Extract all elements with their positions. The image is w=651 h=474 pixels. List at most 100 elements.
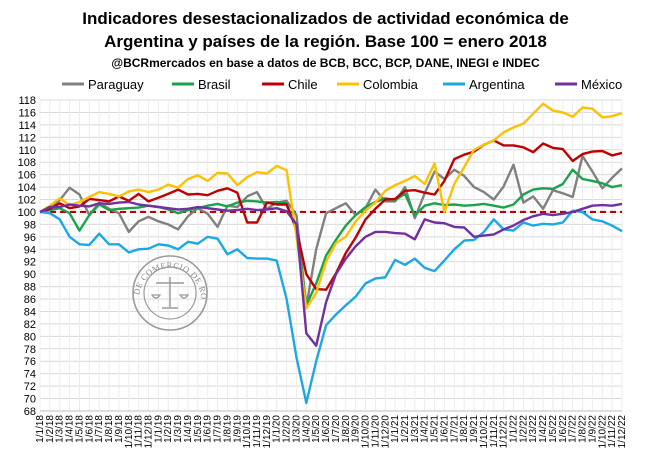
- y-tick-label: 110: [18, 145, 36, 157]
- x-tick-label: 1/4/19: [183, 415, 194, 443]
- x-tick-label: 1/6/22: [558, 415, 569, 443]
- x-tick-label: 1/8/21: [459, 415, 470, 443]
- x-tick-label: 1/10/19: [242, 415, 253, 449]
- y-tick-label: 118: [18, 95, 36, 107]
- y-tick-label: 98: [24, 219, 36, 231]
- x-tick-label: 1/3/22: [528, 415, 539, 443]
- y-tick-label: 76: [24, 356, 36, 368]
- legend-label: Colombia: [363, 77, 419, 92]
- x-tick-label: 1/5/19: [193, 415, 204, 443]
- y-tick-label: 74: [24, 369, 36, 381]
- x-tick-label: 1/8/22: [578, 415, 589, 443]
- x-tick-label: 1/9/20: [351, 415, 362, 443]
- x-tick-label: 1/5/22: [548, 415, 559, 443]
- x-tick-label: 1/4/22: [538, 415, 549, 443]
- y-tick-label: 86: [24, 294, 36, 306]
- y-tick-label: 100: [18, 207, 36, 219]
- y-tick-label: 84: [24, 306, 36, 318]
- legend-label: Paraguay: [88, 77, 144, 92]
- x-tick-label: 1/8/19: [222, 415, 233, 443]
- legend-label: Brasil: [198, 77, 231, 92]
- x-tick-label: 1/5/20: [311, 415, 322, 443]
- x-tick-label: 1/12/22: [617, 415, 628, 449]
- x-tick-label: 1/8/18: [104, 415, 115, 443]
- x-tick-label: 1/11/20: [370, 415, 381, 448]
- y-tick-label: 96: [24, 232, 36, 244]
- x-tick-label: 1/10/21: [479, 415, 490, 449]
- x-tick-label: 1/7/22: [568, 415, 579, 443]
- series-line-argentina: [39, 209, 623, 405]
- chart-title-line2: Argentina y países de la región. Base 10…: [104, 32, 547, 51]
- x-tick-label: 1/2/20: [282, 415, 293, 443]
- y-tick-label: 88: [24, 282, 36, 294]
- y-tick-label: 114: [18, 120, 36, 132]
- series-line-colombia: [39, 102, 623, 310]
- legend-label: Chile: [288, 77, 318, 92]
- legend-label: Argentina: [469, 77, 525, 92]
- x-tick-label: 1/6/20: [321, 415, 332, 443]
- x-tick-label: 1/10/22: [597, 415, 608, 449]
- x-tick-label: 1/6/21: [439, 415, 450, 443]
- x-tick-label: 1/1/21: [390, 415, 401, 443]
- y-tick-label: 102: [18, 195, 36, 207]
- x-tick-label: 1/7/21: [449, 415, 460, 443]
- x-tick-label: 1/7/20: [331, 415, 342, 443]
- x-tick-label: 1/11/21: [489, 415, 500, 448]
- x-tick-label: 1/3/19: [173, 415, 184, 443]
- y-tick-label: 112: [18, 132, 36, 144]
- x-tick-label: 1/4/21: [420, 415, 431, 443]
- series-line-brasil: [39, 168, 623, 307]
- y-tick-label: 104: [18, 182, 36, 194]
- y-tick-label: 82: [24, 319, 36, 331]
- x-tick-label: 1/1/20: [272, 415, 283, 443]
- x-tick-label: 1/12/20: [380, 415, 391, 449]
- watermark-emblem-pan-left: [150, 294, 162, 299]
- x-tick-label: 1/4/18: [65, 415, 76, 443]
- y-tick-label: 72: [24, 381, 36, 393]
- series-line-chile: [39, 139, 623, 291]
- x-tick-label: 1/11/19: [252, 415, 263, 448]
- x-tick-label: 1/9/21: [469, 415, 480, 443]
- x-tick-label: 1/5/21: [430, 415, 441, 443]
- x-tick-label: 1/10/20: [361, 415, 372, 449]
- y-tick-label: 70: [24, 394, 36, 406]
- x-tick-label: 1/1/19: [153, 415, 164, 443]
- x-tick-label: 1/1/22: [508, 415, 519, 443]
- x-tick-label: 1/2/22: [518, 415, 529, 443]
- x-tick-label: 1/11/18: [134, 415, 145, 448]
- series-line-méxico: [39, 200, 623, 347]
- x-tick-label: 1/7/19: [213, 415, 224, 443]
- x-tick-label: 1/3/18: [55, 415, 66, 443]
- y-tick-label: 94: [24, 244, 36, 256]
- legend-label: México: [581, 77, 622, 92]
- x-tick-label: 1/1/18: [35, 415, 46, 443]
- x-tick-label: 1/2/19: [163, 415, 174, 443]
- x-tick-label: 1/9/19: [232, 415, 243, 443]
- x-tick-label: 1/9/18: [114, 415, 125, 443]
- x-tick-label: 1/2/18: [45, 415, 56, 443]
- x-tick-label: 1/9/22: [587, 415, 598, 443]
- y-tick-label: 106: [18, 170, 36, 182]
- y-tick-label: 80: [24, 331, 36, 343]
- y-tick-label: 78: [24, 344, 36, 356]
- x-tick-label: 1/12/21: [499, 415, 510, 449]
- series-line-paraguay: [39, 154, 623, 308]
- y-tick-label: 108: [18, 157, 36, 169]
- watermark-emblem-pan-right: [178, 294, 190, 299]
- x-tick-label: 1/3/20: [291, 415, 302, 443]
- x-tick-label: 1/5/18: [74, 415, 85, 443]
- y-tick-label: 90: [24, 269, 36, 281]
- x-tick-label: 1/10/18: [124, 415, 135, 449]
- x-tick-label: 1/12/18: [144, 415, 155, 449]
- x-tick-label: 1/12/19: [262, 415, 273, 449]
- y-tick-label: 68: [24, 406, 36, 418]
- x-tick-label: 1/11/22: [607, 415, 618, 448]
- chart-title: Indicadores desestacionalizados de activ…: [82, 9, 569, 28]
- watermark-seal-outer: [132, 255, 208, 331]
- x-tick-label: 1/4/20: [301, 415, 312, 443]
- x-tick-label: 1/3/21: [410, 415, 421, 443]
- watermark-seal-inner: [143, 266, 197, 320]
- x-tick-label: 1/7/18: [94, 415, 105, 443]
- y-tick-label: 92: [24, 257, 36, 269]
